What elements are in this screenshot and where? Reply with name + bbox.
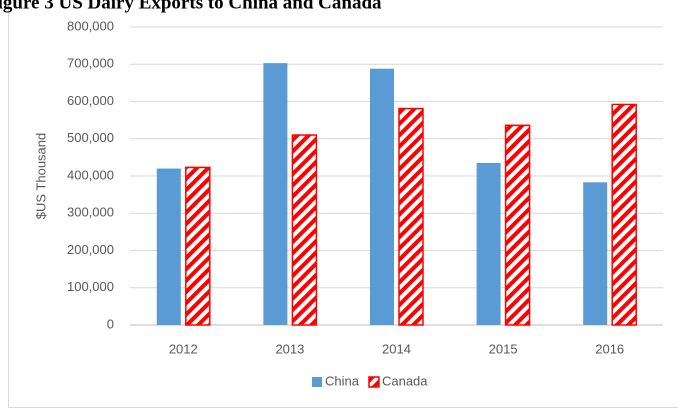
y-tick-label: 100,000	[67, 279, 114, 294]
x-tick-label: 2016	[595, 341, 624, 356]
y-tick-label: 500,000	[67, 130, 114, 145]
y-tick-label: 800,000	[67, 18, 114, 33]
bar	[370, 68, 394, 325]
x-tick-label: 2014	[382, 341, 411, 356]
y-tick-label: 200,000	[67, 242, 114, 257]
y-tick-label: 700,000	[67, 56, 114, 71]
legend-label: Canada	[382, 373, 428, 388]
bar	[398, 107, 424, 326]
legend-swatch	[368, 376, 380, 388]
y-tick-label: 300,000	[67, 205, 114, 220]
x-tick-label: 2013	[275, 341, 304, 356]
x-tick-label: 2015	[489, 341, 518, 356]
bar	[291, 134, 318, 326]
bar	[263, 63, 288, 325]
bar	[611, 103, 637, 326]
chart-border	[8, 0, 678, 408]
legend-swatch	[312, 377, 322, 387]
bar	[185, 166, 211, 326]
bar	[504, 124, 531, 326]
y-tick-label: 0	[107, 316, 114, 331]
chart-title: Figure 3 US Dairy Exports to China and C…	[0, 0, 382, 13]
x-tick-label: 2012	[169, 341, 198, 356]
y-axis-label: $US Thousand	[33, 133, 48, 220]
bar	[476, 162, 501, 325]
y-tick-label: 600,000	[67, 93, 114, 108]
bar	[583, 182, 608, 325]
legend-label: China	[325, 373, 360, 388]
bar	[156, 168, 181, 325]
y-tick-label: 400,000	[67, 167, 114, 182]
